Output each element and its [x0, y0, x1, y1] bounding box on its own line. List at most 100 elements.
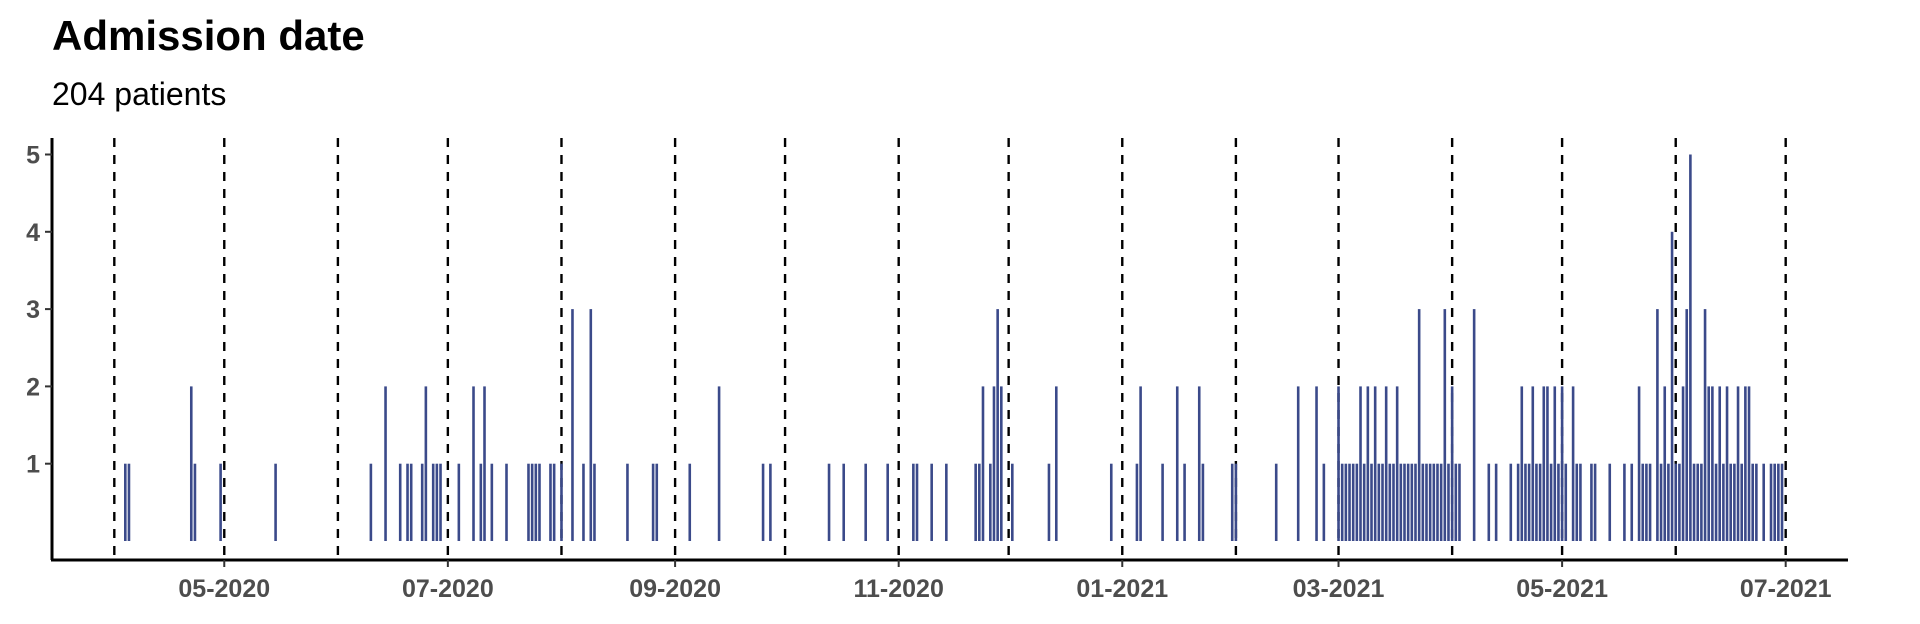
chart-title: Admission date [52, 12, 365, 59]
bar [1399, 463, 1403, 541]
bar [1630, 463, 1634, 541]
bar [1549, 463, 1553, 541]
bar [1436, 463, 1439, 541]
bar [974, 463, 977, 541]
bar [1175, 386, 1179, 541]
bar [1425, 463, 1428, 541]
bar [1527, 463, 1531, 541]
bar [1733, 463, 1736, 541]
bar [571, 309, 574, 541]
bar [1348, 463, 1351, 541]
bar [1751, 463, 1755, 541]
bar [1410, 463, 1414, 541]
bar [1641, 463, 1645, 541]
bar [1458, 463, 1461, 541]
bar [1274, 463, 1278, 541]
bar [1747, 386, 1751, 541]
bar [886, 463, 889, 541]
bar [1711, 386, 1714, 541]
bar [1439, 463, 1443, 541]
bar [1553, 386, 1557, 541]
bar [688, 463, 692, 541]
bar [1359, 386, 1362, 541]
bar [1689, 154, 1692, 541]
bar [1315, 386, 1318, 541]
bar [978, 463, 981, 541]
bar [992, 386, 996, 541]
bar [1494, 463, 1498, 541]
bar [384, 386, 387, 541]
bar [1531, 386, 1535, 541]
bar [1197, 386, 1201, 541]
bar [1623, 463, 1626, 541]
bar [981, 386, 985, 541]
bar [1520, 386, 1524, 541]
bar [761, 463, 765, 541]
bar [1362, 463, 1366, 541]
bar [589, 309, 593, 541]
bar [483, 386, 486, 541]
bar [1161, 463, 1164, 541]
bar [1769, 463, 1773, 541]
bar [1139, 386, 1142, 541]
bar [505, 463, 508, 541]
bar [1337, 386, 1340, 541]
bar [1381, 463, 1384, 541]
bar [1538, 463, 1542, 541]
bar [1579, 463, 1582, 541]
bar [1681, 386, 1685, 541]
bar [1656, 309, 1659, 541]
x-tick-label: 07-2021 [1740, 575, 1832, 603]
bar [1234, 463, 1238, 541]
bar [1322, 463, 1326, 541]
bar [1546, 386, 1549, 541]
bar [1230, 463, 1234, 541]
month-divider-lines [113, 138, 1787, 558]
bar [717, 386, 721, 541]
x-tick-label: 07-2020 [402, 575, 494, 603]
bar [1344, 463, 1348, 541]
bar [582, 463, 585, 541]
bar [1417, 309, 1421, 541]
bar [1696, 463, 1700, 541]
bar [1109, 463, 1113, 541]
bar [527, 463, 530, 541]
bar [1571, 386, 1575, 541]
bar [409, 463, 413, 541]
bar [1183, 463, 1186, 541]
bar [1432, 463, 1436, 541]
bar [626, 463, 629, 541]
bar [1700, 463, 1703, 541]
bar [1542, 386, 1546, 541]
bar [1608, 463, 1612, 541]
bar [1054, 386, 1058, 541]
bar [472, 386, 475, 541]
bar [1370, 463, 1373, 541]
bar [1722, 463, 1725, 541]
bar [560, 463, 563, 541]
bar-series [124, 154, 1784, 542]
bar [1201, 463, 1205, 541]
bar [930, 463, 933, 541]
bar [1047, 463, 1051, 541]
bar [1659, 463, 1663, 541]
bar [1509, 463, 1513, 541]
bar [651, 463, 655, 541]
bar [1516, 463, 1520, 541]
bar [1718, 386, 1722, 541]
bar [424, 386, 428, 541]
bar [1637, 386, 1641, 541]
bar [435, 463, 439, 541]
bar [1340, 463, 1344, 541]
bar [1648, 463, 1652, 541]
bar [552, 463, 556, 541]
x-tick-label: 09-2020 [629, 575, 721, 603]
bar [1707, 386, 1711, 541]
bar [1135, 463, 1139, 541]
bar [479, 463, 483, 541]
bar [1428, 463, 1432, 541]
bar [1780, 463, 1784, 541]
bar [1744, 386, 1747, 541]
bar [1454, 463, 1458, 541]
